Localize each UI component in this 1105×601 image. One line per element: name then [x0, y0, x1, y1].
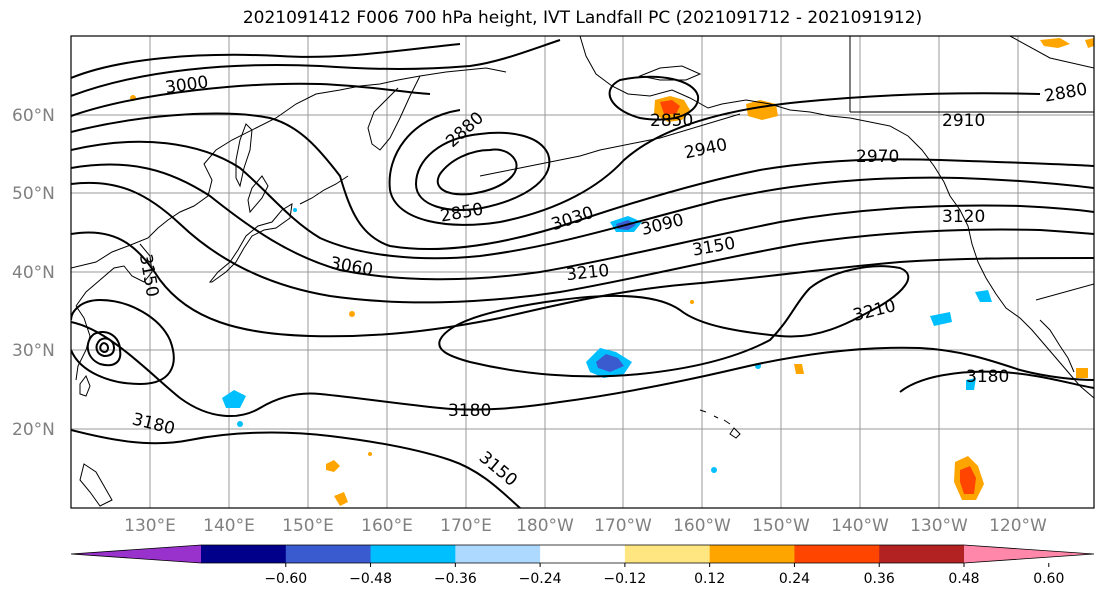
lon-label: 130°E [124, 516, 176, 536]
contour-label: 2970 [856, 147, 899, 167]
lat-label: 40°N [12, 263, 55, 283]
contour-label: 3120 [942, 207, 985, 227]
gridlines [71, 36, 1094, 508]
lat-label: 20°N [12, 420, 55, 440]
colorbar-tick-label: −0.48 [349, 571, 392, 587]
contour-label: 2910 [942, 111, 985, 131]
colorbar-bin [370, 545, 456, 563]
map-title: 2021091412 F006 700 hPa height, IVT Land… [242, 8, 923, 28]
lat-label: 30°N [12, 341, 55, 361]
colorbar-outline [70, 544, 1095, 564]
lon-label: 170°W [594, 516, 652, 536]
contour-label: 3180 [448, 401, 491, 421]
colorbar-bin [285, 545, 372, 563]
colorbar-bin [794, 545, 880, 563]
colorbar-bin [201, 545, 287, 563]
lon-label: 140°W [831, 516, 889, 536]
lon-label: 150°W [752, 516, 810, 536]
lat-label: 60°N [12, 106, 55, 126]
height-contours [71, 39, 1094, 508]
colorbar-bin [455, 545, 541, 563]
longitude-labels: 130°E 140°E 150°E 160°E 170°E 180°W 170°… [124, 516, 1047, 536]
colorbar-tick-label: −0.12 [603, 571, 646, 587]
lon-label: 120°W [989, 516, 1047, 536]
colorbar-tick-label: −0.60 [264, 571, 307, 587]
colorbar-bin [879, 545, 965, 563]
colorbar-bin [624, 545, 711, 563]
lon-label: 170°E [440, 516, 492, 536]
colorbar-extend-high [964, 545, 1094, 563]
ivt-shading [130, 38, 1094, 506]
colorbar-tick-label: 0.36 [864, 571, 895, 587]
lon-label: 160°W [673, 516, 731, 536]
lon-label: 130°W [910, 516, 968, 536]
lat-label: 50°N [12, 184, 55, 204]
lon-label: 140°E [203, 516, 255, 536]
colorbar-tick-label: 0.60 [1033, 571, 1064, 587]
contour-label: 3180 [966, 367, 1009, 387]
latitude-labels: 60°N 50°N 40°N 30°N 20°N [12, 106, 55, 440]
colorbar-extend-low [71, 545, 201, 563]
colorbar-tick-label: 0.48 [948, 571, 979, 587]
map-frame [70, 35, 1095, 509]
colorbar-tick-label: 0.24 [779, 571, 810, 587]
contour-label: 3210 [565, 261, 610, 285]
lon-label: 160°E [361, 516, 413, 536]
lon-label: 150°E [282, 516, 334, 536]
contour-label: 2850 [650, 111, 693, 131]
colorbar-tick-label: 0.12 [694, 571, 725, 587]
colorbar-bin [540, 545, 626, 563]
colorbar-bin [709, 545, 795, 563]
colorbar-tick-label: −0.24 [519, 571, 562, 587]
colorbar: −0.60 −0.48 −0.36 −0.24 −0.12 0.12 0.24 0.36 0.4… [70, 544, 1095, 587]
colorbar-tick-label: −0.36 [434, 571, 477, 587]
lon-label: 180°W [516, 516, 574, 536]
